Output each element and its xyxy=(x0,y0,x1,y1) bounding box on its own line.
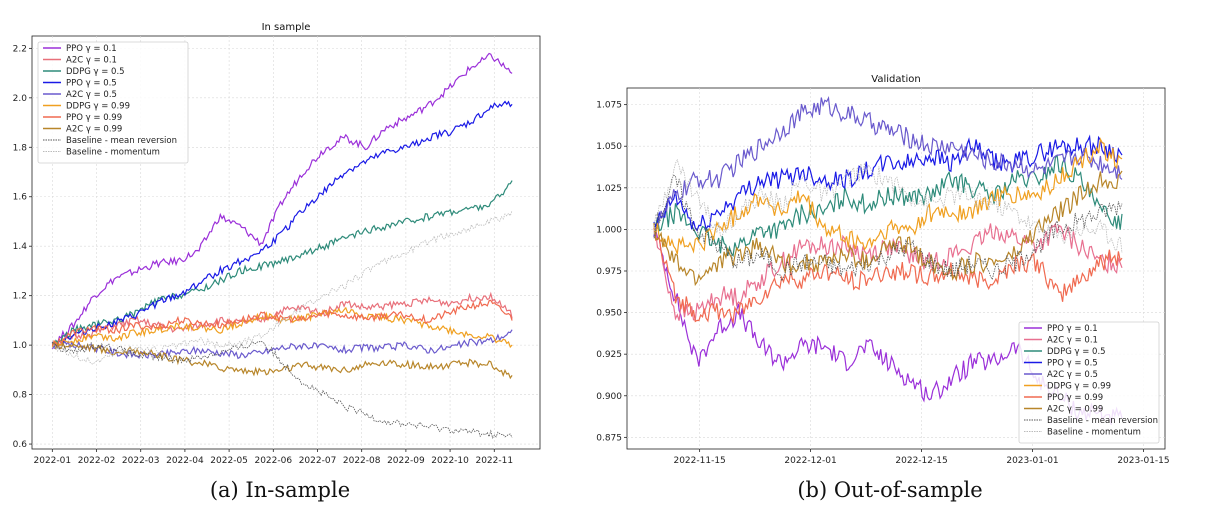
legend-label: PPO γ = 0.99 xyxy=(1047,393,1103,403)
legend-label: DDPG γ = 0.99 xyxy=(66,102,130,112)
in-sample-panel: In sample 0.6 0.8 1.0 1.2 1.4 1.6 1.8 2.0 2.2 2022… xyxy=(0,0,560,520)
x-tick-label: 2022-12-01 xyxy=(784,456,836,466)
legend-label: A2C γ = 0.99 xyxy=(66,125,122,135)
x-tick-label: 2022-02 xyxy=(78,456,116,466)
x-tick-label: 2023-01-01 xyxy=(1006,456,1058,466)
y-tick-label: 1.000 xyxy=(596,225,622,235)
legend-label: Baseline - mean reversion xyxy=(66,136,177,146)
in-sample-caption: (a) In-sample xyxy=(209,478,351,502)
series-line-baseline-momentum xyxy=(653,158,1123,254)
y-tick-label: 1.050 xyxy=(596,142,622,152)
x-tick-label: 2022-01 xyxy=(34,456,72,466)
y-tick-label: 0.8 xyxy=(13,391,28,401)
legend-label: Baseline - mean reversion xyxy=(1047,416,1158,426)
legend-label: PPO γ = 0.99 xyxy=(66,113,122,123)
y-tick-label: 2.0 xyxy=(13,94,28,104)
series-line-ppo-0-1 xyxy=(51,52,513,350)
y-tick-label: 0.975 xyxy=(596,267,622,277)
legend-label: A2C γ = 0.5 xyxy=(1047,370,1098,380)
chart-title: Validation xyxy=(871,74,920,85)
out-of-sample-panel: Validation 0.875 0.900 0.925 0.950 0.975 1.000… xyxy=(570,0,1210,520)
x-tick-label: 2022-03 xyxy=(122,456,160,466)
y-tick-label: 0.950 xyxy=(596,309,622,319)
legend-label: PPO γ = 0.5 xyxy=(66,79,117,89)
legend-label: PPO γ = 0.5 xyxy=(1047,359,1098,369)
y-tick-label: 1.6 xyxy=(13,193,28,203)
legend-label: DDPG γ = 0.5 xyxy=(1047,347,1106,357)
series-line-baseline-momentum xyxy=(51,210,513,365)
y-tick-label: 0.6 xyxy=(13,440,28,450)
legend-label: A2C γ = 0.1 xyxy=(1047,336,1098,346)
chart-title: In sample xyxy=(262,22,311,33)
series-line-a2c-0-1 xyxy=(51,291,513,348)
legend-label: PPO γ = 0.1 xyxy=(1047,324,1098,334)
x-tick-label: 2022-08 xyxy=(343,456,381,466)
y-tick-label: 0.875 xyxy=(596,433,622,443)
legend-label: DDPG γ = 0.99 xyxy=(1047,382,1111,392)
legend-label: Baseline - momentum xyxy=(1047,428,1141,438)
x-tick-label: 2022-06 xyxy=(254,456,292,466)
x-tick-label: 2022-11 xyxy=(475,456,513,466)
series-group xyxy=(51,52,513,439)
series-line-ppo-0-99 xyxy=(51,299,513,347)
legend-label: A2C γ = 0.1 xyxy=(66,56,117,66)
y-tick-label: 1.8 xyxy=(13,143,28,153)
x-tick-label: 2022-07 xyxy=(299,456,337,466)
y-tick-label: 2.2 xyxy=(13,44,27,54)
series-line-ppo-0-5 xyxy=(51,100,513,348)
validation-chart: Validation 0.875 0.900 0.925 0.950 0.975 1.000… xyxy=(596,74,1169,466)
x-tick-label: 2022-09 xyxy=(387,456,425,466)
legend-label: PPO γ = 0.1 xyxy=(66,44,117,54)
series-group xyxy=(653,95,1123,425)
series-line-ddpg-0-99 xyxy=(653,137,1123,255)
series-line-ddpg-0-99 xyxy=(51,306,513,349)
series-line-ppo-0-99 xyxy=(653,227,1123,325)
out-of-sample-caption: (b) Out-of-sample xyxy=(797,478,983,502)
x-tick-label: 2022-10 xyxy=(431,456,469,466)
y-tick-label: 1.2 xyxy=(13,292,27,302)
in-sample-chart: In sample 0.6 0.8 1.0 1.2 1.4 1.6 1.8 2.0 2.2 2022… xyxy=(13,22,541,466)
series-line-a2c-0-5 xyxy=(653,95,1123,238)
legend-box xyxy=(1018,321,1160,444)
legend-label: A2C γ = 0.5 xyxy=(66,90,117,100)
x-tick-label: 2023-01-15 xyxy=(1117,456,1169,466)
y-tick-label: 1.025 xyxy=(596,184,622,194)
x-tick-label: 2022-04 xyxy=(166,456,204,466)
x-tick-label: 2022-11-15 xyxy=(673,456,725,466)
y-tick-label: 1.0 xyxy=(13,341,28,351)
y-tick-label: 0.900 xyxy=(596,392,622,402)
legend-label: Baseline - momentum xyxy=(66,148,160,158)
x-tick-label: 2022-05 xyxy=(210,456,248,466)
legend-label: DDPG γ = 0.5 xyxy=(66,67,125,77)
legend-label: A2C γ = 0.99 xyxy=(1047,405,1103,415)
legend-box xyxy=(37,41,189,164)
series-line-baseline-mean-reversion xyxy=(52,340,513,439)
series-line-a2c-0-1 xyxy=(653,222,1123,321)
series-line-a2c-0-5 xyxy=(51,329,513,360)
y-tick-label: 1.4 xyxy=(13,242,28,252)
series-line-ppo-0-5 xyxy=(653,134,1123,232)
y-tick-label: 1.075 xyxy=(596,101,622,111)
x-tick-label: 2022-12-15 xyxy=(895,456,947,466)
y-tick-label: 0.925 xyxy=(596,350,622,360)
